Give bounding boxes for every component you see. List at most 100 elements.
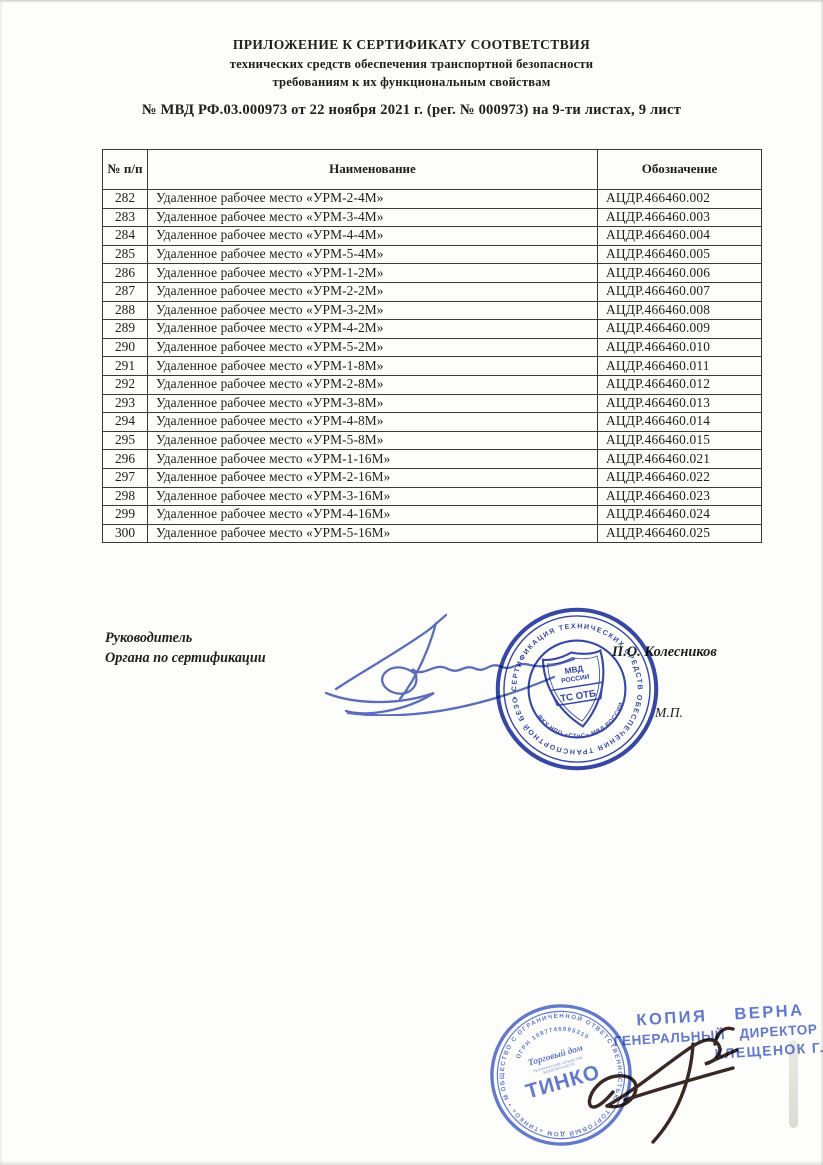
column-header-code: Обозначение: [597, 149, 762, 190]
row-code: АЦДР.466460.002: [597, 189, 762, 209]
row-code: АЦДР.466460.005: [597, 244, 762, 265]
registration-line: № МВД РФ.03.000973 от 22 ноября 2021 г. …: [141, 102, 682, 118]
table-row: 297 Удаленное рабочее место «УРМ-2-16М» …: [102, 467, 762, 488]
title-line-1: ПРИЛОЖЕНИЕ К СЕРТИФИКАТУ СООТВЕТСТВИЯ: [232, 37, 591, 52]
row-number: 283: [102, 207, 148, 228]
row-number: 293: [102, 393, 148, 414]
table-row: 288 Удаленное рабочее место «УРМ-3-2М» А…: [102, 300, 762, 321]
scan-streak-artifact: [789, 1040, 798, 1128]
row-name: Удаленное рабочее место «УРМ-2-4М»: [147, 189, 598, 209]
row-code: АЦДР.466460.010: [597, 337, 762, 358]
row-name: Удаленное рабочее место «УРМ-3-4М»: [147, 207, 598, 228]
row-name: Удаленное рабочее место «УРМ-3-16М»: [147, 486, 598, 507]
signatory-role: Руководитель Органа по сертификации: [105, 629, 266, 668]
row-name: Удаленное рабочее место «УРМ-1-8М»: [147, 356, 598, 376]
stamp-ring-text: • СЕРТИФИКАЦИЯ ТЕХНИЧЕСКИХ СРЕДСТВ ОБЕСП…: [502, 614, 653, 764]
seal-place-mark: М.П.: [655, 705, 683, 720]
shield-text-rossii: РОССИИ: [561, 674, 590, 685]
row-number: 284: [102, 226, 148, 246]
table-row: 285 Удаленное рабочее место «УРМ-5-4М» А…: [102, 244, 762, 265]
table-row: 289 Удаленное рабочее место «УРМ-4-2М» А…: [102, 319, 762, 339]
row-code: АЦДР.466460.006: [597, 263, 762, 283]
title-line-2: технических средств обеспечения транспор…: [229, 57, 594, 71]
row-name: Удаленное рабочее место «УРМ-4-2М»: [147, 319, 598, 339]
row-number: 294: [102, 412, 148, 432]
row-number: 289: [102, 319, 148, 339]
shield-text-mvd: МВД: [564, 663, 584, 676]
items-table: № п/п Наименование Обозначение 282 Удале…: [102, 149, 762, 544]
scan-edge-bottom: [0, 1161, 823, 1165]
row-code: АЦДР.466460.013: [597, 393, 762, 414]
row-number: 286: [102, 263, 148, 283]
column-header-num: № п/п: [102, 149, 148, 190]
row-name: Удаленное рабочее место «УРМ-1-16М»: [147, 449, 598, 469]
table-body: 282 Удаленное рабочее место «УРМ-2-4М» А…: [102, 189, 762, 544]
table-row: 290 Удаленное рабочее место «УРМ-5-2М» А…: [102, 337, 762, 358]
row-code: АЦДР.466460.004: [597, 226, 762, 246]
document-title: ПРИЛОЖЕНИЕ К СЕРТИФИКАТУ СООТВЕТСТВИЯ те…: [0, 37, 823, 90]
table-row: 282 Удаленное рабочее место «УРМ-2-4М» А…: [102, 189, 762, 209]
stamp-shield: МВД РОССИИ ТС ОТБ: [541, 649, 605, 728]
row-code: АЦДР.466460.008: [597, 300, 762, 321]
table-row: 286 Удаленное рабочее место «УРМ-1-2М» А…: [102, 263, 762, 283]
table-header-row: № п/п Наименование Обозначение: [102, 149, 762, 190]
row-code: АЦДР.466460.024: [597, 505, 762, 525]
row-name: Удаленное рабочее место «УРМ-5-2М»: [147, 337, 598, 358]
row-name: Удаленное рабочее место «УРМ-3-2М»: [147, 300, 598, 321]
table-row: 295 Удаленное рабочее место «УРМ-5-8М» А…: [102, 430, 762, 451]
row-code: АЦДР.466460.025: [597, 523, 762, 544]
row-code: АЦДР.466460.022: [597, 467, 762, 488]
row-name: Удаленное рабочее место «УРМ-2-8М»: [147, 374, 598, 395]
row-number: 299: [102, 505, 148, 525]
row-number: 282: [102, 189, 148, 209]
row-number: 300: [102, 523, 148, 544]
signature-ink-dark: [587, 1026, 739, 1144]
table-row: 287 Удаленное рабочее место «УРМ-2-2М» А…: [102, 281, 762, 302]
row-code: АЦДР.466460.007: [597, 281, 762, 302]
row-number: 285: [102, 244, 148, 265]
row-name: Удаленное рабочее место «УРМ-2-16М»: [147, 467, 598, 488]
table-row: 294 Удаленное рабочее место «УРМ-4-8М» А…: [102, 412, 762, 432]
table-row: 296 Удаленное рабочее место «УРМ-1-16М» …: [102, 449, 762, 469]
row-name: Удаленное рабочее место «УРМ-5-16М»: [147, 523, 598, 544]
row-name: Удаленное рабочее место «УРМ-2-2М»: [147, 281, 598, 302]
row-number: 298: [102, 486, 148, 507]
table-row: 291 Удаленное рабочее место «УРМ-1-8М» А…: [102, 356, 762, 376]
row-code: АЦДР.466460.023: [597, 486, 762, 507]
row-number: 287: [102, 281, 148, 302]
row-code: АЦДР.466460.014: [597, 412, 762, 432]
scan-edge-top: [0, 0, 823, 3]
row-name: Удаленное рабочее место «УРМ-5-4М»: [147, 244, 598, 265]
title-line-3: требованиям к их функциональным свойства…: [272, 75, 551, 89]
company-stamp: ОБЩЕСТВО С ОГРАНИЧЕННОЙ ОТВЕТСТВЕННОСТЬЮ…: [487, 1001, 635, 1149]
row-code: АЦДР.466460.015: [597, 430, 762, 451]
row-number: 296: [102, 449, 148, 469]
svg-text:• СЕРТИФИКАЦИЯ ТЕХНИЧЕСКИХ СРЕ: • СЕРТИФИКАЦИЯ ТЕХНИЧЕСКИХ СРЕДСТВ ОБЕСП…: [502, 614, 653, 764]
signatory-role-line-2: Органа по сертификации: [105, 649, 266, 666]
row-code: АЦДР.466460.021: [597, 449, 762, 469]
table-row: 292 Удаленное рабочее место «УРМ-2-8М» А…: [102, 374, 762, 395]
stamp-outer-circle: [495, 607, 659, 771]
table-row: 293 Удаленное рабочее место «УРМ-3-8М» А…: [102, 393, 762, 414]
row-name: Удаленное рабочее место «УРМ-4-4М»: [147, 226, 598, 246]
row-name: Удаленное рабочее место «УРМ-3-8М»: [147, 393, 598, 414]
row-name: Удаленное рабочее место «УРМ-1-2М»: [147, 263, 598, 283]
row-number: 288: [102, 300, 148, 321]
table-row: 300 Удаленное рабочее место «УРМ-5-16М» …: [102, 523, 762, 544]
table-row: 284 Удаленное рабочее место «УРМ-4-4М» А…: [102, 226, 762, 246]
row-number: 297: [102, 467, 148, 488]
row-number: 290: [102, 337, 148, 358]
row-name: Удаленное рабочее место «УРМ-5-8М»: [147, 430, 598, 451]
row-code: АЦДР.466460.011: [597, 356, 762, 376]
row-code: АЦДР.466460.003: [597, 207, 762, 228]
table-row: 299 Удаленное рабочее место «УРМ-4-16М» …: [102, 505, 762, 525]
row-name: Удаленное рабочее место «УРМ-4-8М»: [147, 412, 598, 432]
row-code: АЦДР.466460.009: [597, 319, 762, 339]
signature-ink-blue: [324, 613, 576, 716]
scan-edge-left: [0, 0, 3, 1165]
row-number: 292: [102, 374, 148, 395]
row-code: АЦДР.466460.012: [597, 374, 762, 395]
row-name: Удаленное рабочее место «УРМ-4-16М»: [147, 505, 598, 525]
row-number: 291: [102, 356, 148, 376]
column-header-name: Наименование: [147, 149, 598, 190]
